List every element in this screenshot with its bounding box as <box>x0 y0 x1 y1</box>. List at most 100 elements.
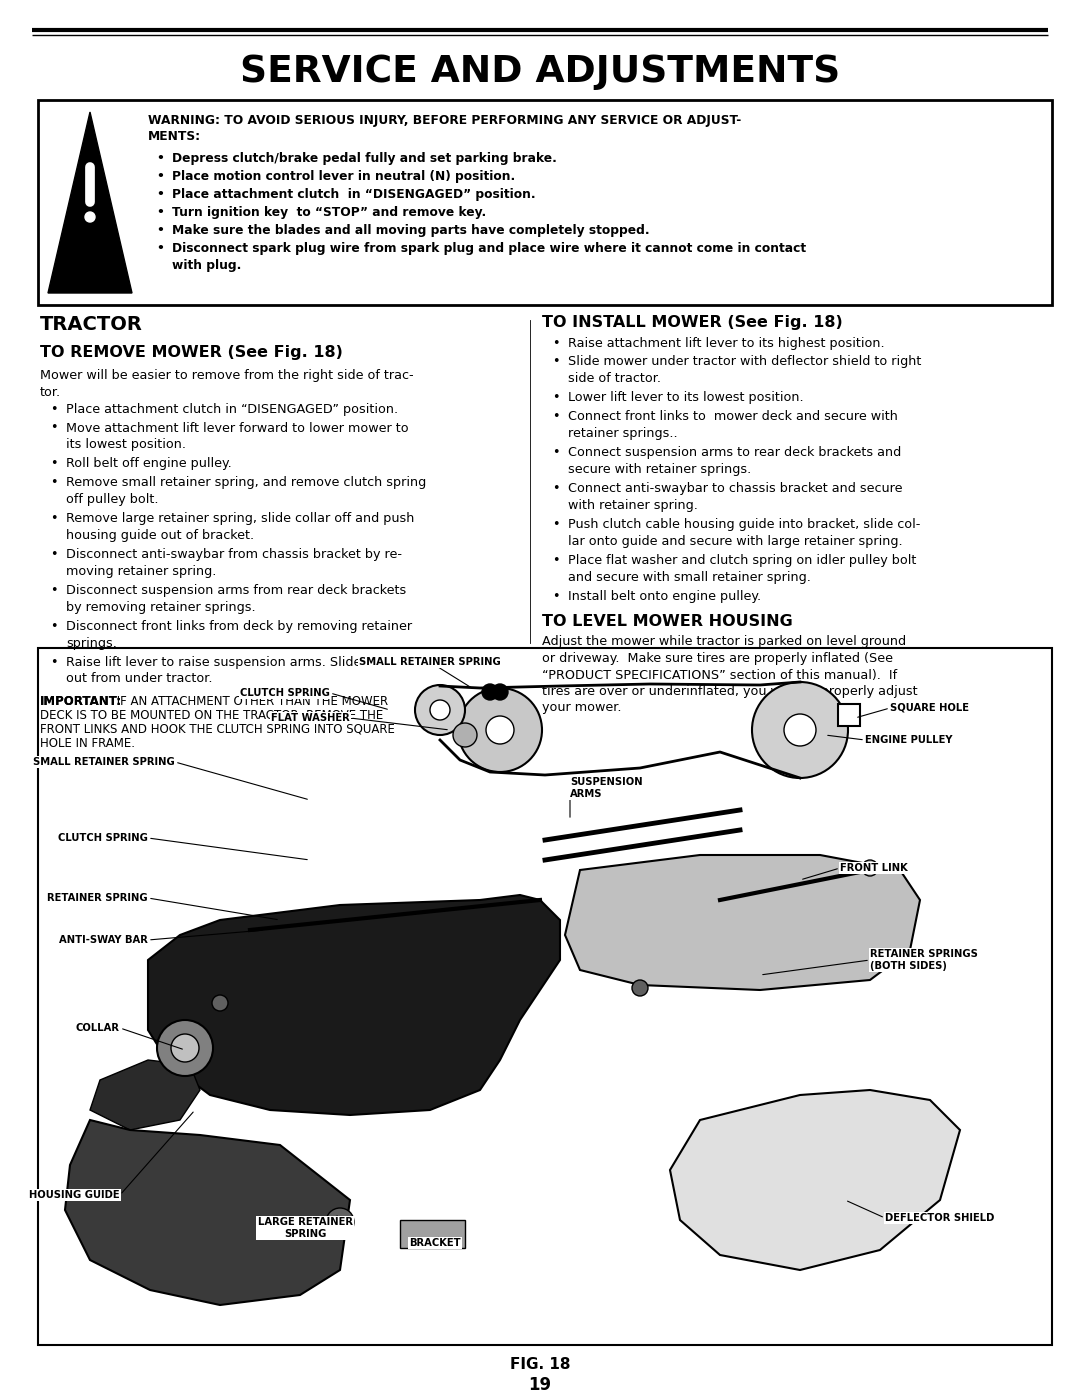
Text: •: • <box>50 457 57 471</box>
Text: •: • <box>50 657 57 669</box>
Polygon shape <box>670 1090 960 1270</box>
Text: FIG. 18: FIG. 18 <box>510 1356 570 1372</box>
Polygon shape <box>90 1060 200 1130</box>
Text: •: • <box>552 355 559 369</box>
Circle shape <box>157 1020 213 1076</box>
Circle shape <box>453 724 477 747</box>
Text: FRONT LINKS AND HOOK THE CLUTCH SPRING INTO SQUARE: FRONT LINKS AND HOOK THE CLUTCH SPRING I… <box>40 724 395 736</box>
Circle shape <box>458 687 542 773</box>
Circle shape <box>212 995 228 1011</box>
Text: •: • <box>156 152 164 165</box>
Text: IMPORTANT:: IMPORTANT: <box>40 694 122 708</box>
Text: BRACKET: BRACKET <box>409 1238 461 1248</box>
Text: Install belt onto engine pulley.: Install belt onto engine pulley. <box>568 590 761 604</box>
Polygon shape <box>565 855 920 990</box>
Polygon shape <box>148 895 561 1115</box>
Text: •: • <box>156 205 164 219</box>
Text: TO INSTALL MOWER (See Fig. 18): TO INSTALL MOWER (See Fig. 18) <box>542 314 842 330</box>
Text: DECK IS TO BE MOUNTED ON THE TRACTOR, REMOVE THE: DECK IS TO BE MOUNTED ON THE TRACTOR, RE… <box>40 710 383 722</box>
Text: IF AN ATTACHMENT OTHER THAN THE MOWER: IF AN ATTACHMENT OTHER THAN THE MOWER <box>113 694 388 708</box>
Text: Place flat washer and clutch spring on idler pulley bolt
and secure with small r: Place flat washer and clutch spring on i… <box>568 555 916 584</box>
Text: Disconnect front links from deck by removing retainer
springs.: Disconnect front links from deck by remo… <box>66 620 413 650</box>
Text: FRONT LINK: FRONT LINK <box>840 863 908 873</box>
Text: •: • <box>156 224 164 237</box>
Polygon shape <box>65 1120 350 1305</box>
Text: •: • <box>156 170 164 183</box>
Text: Raise lift lever to raise suspension arms. Slide mower
out from under tractor.: Raise lift lever to raise suspension arm… <box>66 657 409 686</box>
Text: Connect anti-swaybar to chassis bracket and secure
with retainer spring.: Connect anti-swaybar to chassis bracket … <box>568 482 903 511</box>
FancyBboxPatch shape <box>400 1220 465 1248</box>
Text: SMALL RETAINER SPRING: SMALL RETAINER SPRING <box>360 657 501 666</box>
Text: •: • <box>156 242 164 256</box>
Circle shape <box>784 714 816 746</box>
Circle shape <box>632 981 648 996</box>
Text: •: • <box>50 422 57 434</box>
Circle shape <box>415 685 465 735</box>
FancyBboxPatch shape <box>838 704 860 726</box>
Text: SMALL RETAINER SPRING: SMALL RETAINER SPRING <box>33 757 175 767</box>
Text: Connect front links to  mower deck and secure with
retainer springs..: Connect front links to mower deck and se… <box>568 409 897 440</box>
Text: ANTI-SWAY BAR: ANTI-SWAY BAR <box>59 935 148 944</box>
Text: SERVICE AND ADJUSTMENTS: SERVICE AND ADJUSTMENTS <box>240 54 840 89</box>
Text: DEFLECTOR SHIELD: DEFLECTOR SHIELD <box>885 1213 995 1222</box>
Text: Turn ignition key  to “STOP” and remove key.: Turn ignition key to “STOP” and remove k… <box>172 205 486 219</box>
Text: Mower will be easier to remove from the right side of trac-
tor.: Mower will be easier to remove from the … <box>40 369 414 398</box>
Text: SQUARE HOLE: SQUARE HOLE <box>890 703 969 712</box>
Text: Disconnect anti-swaybar from chassis bracket by re-
moving retainer spring.: Disconnect anti-swaybar from chassis bra… <box>66 548 402 577</box>
Text: Remove small retainer spring, and remove clutch spring
off pulley bolt.: Remove small retainer spring, and remove… <box>66 476 427 506</box>
Text: WARNING: TO AVOID SERIOUS INJURY, BEFORE PERFORMING ANY SERVICE OR ADJUST-
MENTS: WARNING: TO AVOID SERIOUS INJURY, BEFORE… <box>148 115 741 144</box>
Polygon shape <box>48 112 132 293</box>
Text: Raise attachment lift lever to its highest position.: Raise attachment lift lever to its highe… <box>568 337 885 351</box>
Text: Push clutch cable housing guide into bracket, slide col-
lar onto guide and secu: Push clutch cable housing guide into bra… <box>568 518 920 548</box>
Text: FLAT WASHER: FLAT WASHER <box>271 712 350 724</box>
Text: •: • <box>50 476 57 489</box>
Text: •: • <box>50 402 57 416</box>
Text: Lower lift lever to its lowest position.: Lower lift lever to its lowest position. <box>568 391 804 405</box>
Text: RETAINER SPRING: RETAINER SPRING <box>48 893 148 902</box>
Text: Place attachment clutch in “DISENGAGED” position.: Place attachment clutch in “DISENGAGED” … <box>66 402 399 416</box>
Text: TRACTOR: TRACTOR <box>40 314 143 334</box>
Text: •: • <box>552 337 559 351</box>
Text: •: • <box>552 482 559 495</box>
Text: •: • <box>50 620 57 633</box>
Text: •: • <box>50 584 57 597</box>
Text: Remove large retainer spring, slide collar off and push
housing guide out of bra: Remove large retainer spring, slide coll… <box>66 511 415 542</box>
Text: LARGE RETAINER
SPRING: LARGE RETAINER SPRING <box>257 1217 352 1239</box>
Circle shape <box>492 685 508 700</box>
Text: SUSPENSION
ARMS: SUSPENSION ARMS <box>570 777 643 799</box>
Text: Depress clutch/brake pedal fully and set parking brake.: Depress clutch/brake pedal fully and set… <box>172 152 557 165</box>
Text: Roll belt off engine pulley.: Roll belt off engine pulley. <box>66 457 232 471</box>
Text: TO LEVEL MOWER HOUSING: TO LEVEL MOWER HOUSING <box>542 613 793 629</box>
Circle shape <box>171 1034 199 1062</box>
FancyBboxPatch shape <box>38 648 1052 1345</box>
Text: Disconnect spark plug wire from spark plug and place wire where it cannot come i: Disconnect spark plug wire from spark pl… <box>172 242 806 271</box>
Text: HOLE IN FRAME.: HOLE IN FRAME. <box>40 738 135 750</box>
Circle shape <box>85 212 95 222</box>
Circle shape <box>862 861 878 876</box>
Text: •: • <box>50 548 57 562</box>
Text: CLUTCH SPRING: CLUTCH SPRING <box>240 687 330 698</box>
Text: Place attachment clutch  in “DISENGAGED” position.: Place attachment clutch in “DISENGAGED” … <box>172 189 536 201</box>
Text: ENGINE PULLEY: ENGINE PULLEY <box>865 735 953 745</box>
Text: Make sure the blades and all moving parts have completely stopped.: Make sure the blades and all moving part… <box>172 224 650 237</box>
Text: IMPORTANT:: IMPORTANT: <box>40 694 122 708</box>
Text: •: • <box>156 189 164 201</box>
Circle shape <box>486 717 514 745</box>
Text: Slide mower under tractor with deflector shield to right
side of tractor.: Slide mower under tractor with deflector… <box>568 355 921 386</box>
Text: •: • <box>552 446 559 460</box>
Text: •: • <box>552 391 559 405</box>
Text: 19: 19 <box>528 1376 552 1394</box>
FancyBboxPatch shape <box>38 101 1052 305</box>
Text: Place motion control lever in neutral (N) position.: Place motion control lever in neutral (N… <box>172 170 515 183</box>
Text: CLUTCH SPRING: CLUTCH SPRING <box>58 833 148 842</box>
Circle shape <box>752 682 848 778</box>
Text: •: • <box>552 555 559 567</box>
Circle shape <box>482 685 498 700</box>
Text: COLLAR: COLLAR <box>76 1023 120 1032</box>
Text: •: • <box>552 518 559 531</box>
Text: Connect suspension arms to rear deck brackets and
secure with retainer springs.: Connect suspension arms to rear deck bra… <box>568 446 901 475</box>
Text: HOUSING GUIDE: HOUSING GUIDE <box>29 1190 120 1200</box>
Text: Move attachment lift lever forward to lower mower to
its lowest position.: Move attachment lift lever forward to lo… <box>66 422 408 451</box>
Text: RETAINER SPRINGS
(BOTH SIDES): RETAINER SPRINGS (BOTH SIDES) <box>870 949 977 971</box>
Text: Disconnect suspension arms from rear deck brackets
by removing retainer springs.: Disconnect suspension arms from rear dec… <box>66 584 406 613</box>
